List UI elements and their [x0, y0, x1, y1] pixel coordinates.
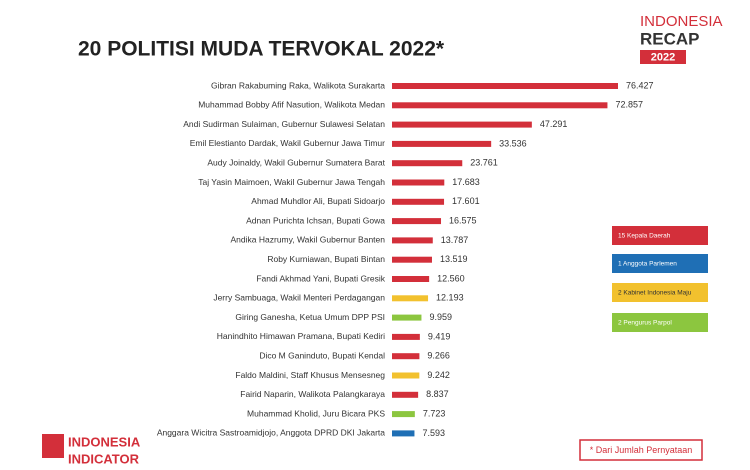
category-label: Muhammad Bobby Afif Nasution, Walikota M… — [198, 100, 385, 110]
footnote-box — [579, 439, 703, 461]
category-label: Giring Ganesha, Ketua Umum DPP PSI — [235, 312, 385, 322]
logo-year: 2022 — [651, 51, 675, 63]
value-label: 9.242 — [427, 370, 450, 380]
category-label: Fairid Naparin, Walikota Palangkaraya — [240, 389, 385, 399]
category-label: Emil Elestianto Dardak, Wakil Gubernur J… — [190, 138, 385, 148]
legend-label: 2 Pengurus Parpol — [618, 320, 672, 327]
logo-line2: RECAP — [640, 29, 700, 48]
bar — [392, 102, 608, 109]
value-label: 7.723 — [423, 408, 446, 418]
bar — [392, 198, 445, 205]
value-label: 9.959 — [429, 312, 452, 322]
bar — [392, 140, 492, 147]
value-label: 76.427 — [626, 80, 654, 90]
category-label: Hanindhito Himawan Pramana, Bupati Kedir… — [217, 331, 385, 341]
category-label: Dico M Ganinduto, Bupati Kendal — [259, 350, 385, 360]
value-label: 47.291 — [540, 119, 568, 129]
bar — [392, 333, 420, 340]
category-label: Audy Joinaldy, Wakil Gubernur Sumatera B… — [207, 157, 385, 167]
bar — [392, 353, 420, 360]
value-label: 13.519 — [440, 254, 468, 264]
category-label: Jerry Sambuaga, Wakil Menteri Perdaganga… — [213, 293, 385, 303]
legend-box — [612, 254, 708, 273]
value-label: 72.857 — [615, 100, 643, 110]
value-label: 12.193 — [436, 293, 464, 303]
bar — [392, 314, 422, 321]
bar — [392, 391, 419, 398]
logo-line1: INDONESIA — [640, 13, 723, 30]
legend-box — [612, 283, 708, 302]
logo-year-box — [640, 50, 686, 64]
legend-label: 2 Kabinet Indonesia Maju — [618, 290, 692, 297]
bar — [392, 430, 415, 437]
chart-title: 20 POLITISI MUDA TERVOKAL 2022* — [78, 38, 445, 61]
category-label: Taj Yasin Maimoen, Wakil Gubernur Jawa T… — [198, 177, 385, 187]
category-label: Adnan Purichta Ichsan, Bupati Gowa — [246, 215, 385, 225]
category-label: Muhammad Kholid, Juru Bicara PKS — [247, 408, 385, 418]
bar — [392, 121, 532, 128]
bar — [392, 179, 445, 186]
bar — [392, 276, 430, 282]
value-label: 23.761 — [470, 158, 498, 168]
legend-box — [612, 313, 708, 332]
value-label: 16.575 — [449, 215, 477, 225]
legend-box — [612, 226, 708, 245]
category-label: Faldo Maldini, Staff Khusus Mensesneg — [235, 370, 385, 380]
bar — [392, 295, 429, 302]
category-label: Gibran Rakabuming Raka, Walikota Surakar… — [211, 80, 385, 90]
bar — [392, 83, 618, 89]
category-label: Andi Sudirman Sulaiman, Gubernur Sulawes… — [183, 119, 385, 129]
value-label: 33.536 — [499, 138, 527, 148]
bar — [392, 218, 442, 225]
value-label: 12.560 — [437, 273, 465, 283]
value-label: 7.593 — [422, 428, 445, 438]
legend-label: 15 Kepala Daerah — [618, 233, 671, 240]
bar — [392, 256, 432, 263]
value-label: 9.419 — [428, 331, 451, 341]
bar — [392, 160, 463, 167]
value-label: 17.601 — [452, 196, 480, 206]
category-label: Roby Kurniawan, Bupati Bintan — [267, 254, 385, 264]
value-label: 8.837 — [426, 389, 449, 399]
category-label: Anggara Wicitra Sastroamidjojo, Anggota … — [157, 428, 385, 438]
source-logo-icon — [42, 434, 64, 458]
category-label: Andika Hazrumy, Wakil Gubernur Banten — [231, 235, 386, 245]
bar — [392, 411, 415, 418]
value-label: 17.683 — [452, 177, 480, 187]
bar — [392, 372, 420, 379]
source-logo-line1: INDONESIA — [68, 434, 141, 449]
footnote: * Dari Jumlah Pernyataan — [590, 445, 693, 455]
category-label: Fandi Akhmad Yani, Bupati Gresik — [256, 273, 385, 283]
source-logo-line2: INDICATOR — [68, 451, 140, 466]
value-label: 13.787 — [441, 235, 469, 245]
value-label: 9.266 — [427, 351, 450, 361]
legend-label: 1 Anggota Parlemen — [618, 261, 677, 268]
category-label: Ahmad Muhdlor Ali, Bupati Sidoarjo — [251, 196, 385, 206]
bar — [392, 237, 433, 244]
